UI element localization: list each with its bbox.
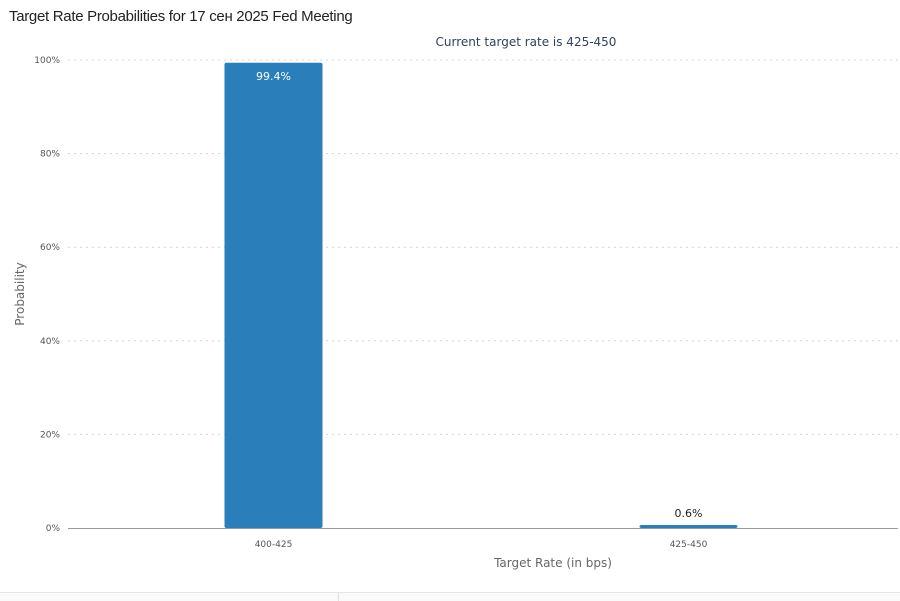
y-axis-ticks: 0% 20% 40% 60% 80% 100% — [34, 56, 60, 534]
bars: 99.4% 0.6% — [224, 62, 738, 529]
bar — [639, 525, 738, 528]
chart-subtitle: Current target rate is 425-450 — [436, 35, 617, 49]
y-tick-label: 20% — [40, 430, 60, 440]
x-tick-label: 400-425 — [255, 540, 293, 550]
x-axis-title: Target Rate (in bps) — [493, 556, 612, 570]
bar — [224, 62, 323, 529]
y-axis-title: Probability — [13, 262, 27, 325]
y-tick-label: 80% — [40, 150, 60, 160]
y-tick-label: 100% — [34, 56, 60, 66]
chart-title: Target Rate Probabilities for 17 сен 202… — [9, 8, 353, 25]
gridlines — [68, 59, 898, 435]
x-tick-label: 425-450 — [670, 540, 708, 550]
footer-strip — [0, 592, 900, 601]
data-label: 99.4% — [256, 70, 291, 83]
footer-divider — [338, 593, 339, 601]
y-tick-label: 0% — [46, 524, 61, 534]
y-tick-label: 40% — [40, 337, 60, 347]
y-tick-label: 60% — [40, 243, 60, 253]
data-label: 0.6% — [675, 507, 703, 520]
x-axis-ticks: 400-425 425-450 — [255, 540, 708, 550]
